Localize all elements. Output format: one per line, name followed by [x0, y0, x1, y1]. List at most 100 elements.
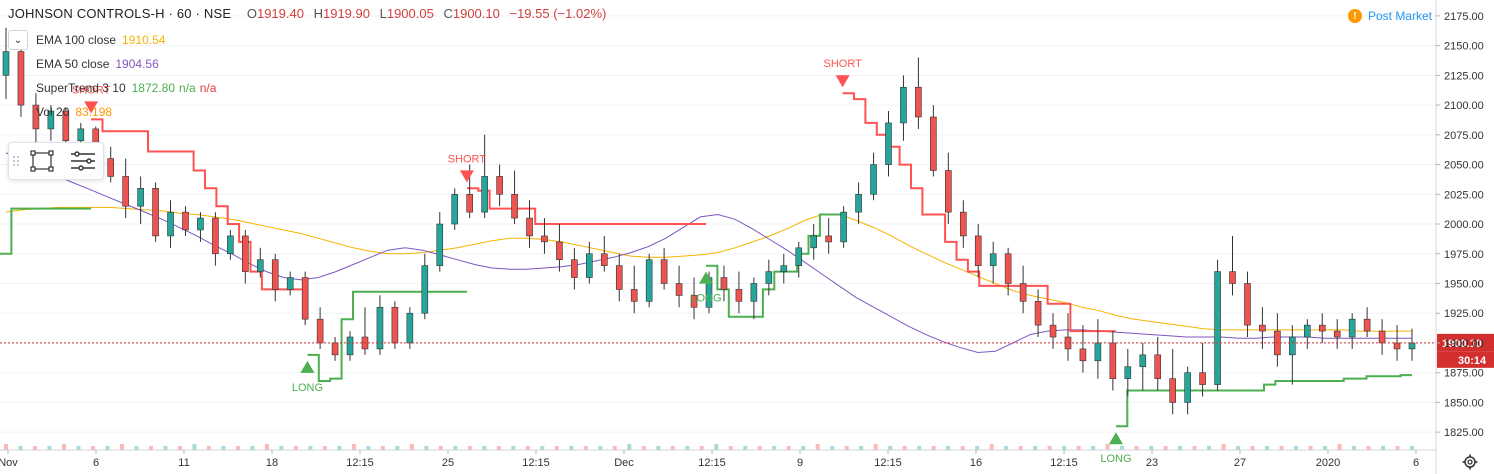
volume-bar	[612, 446, 617, 450]
candle	[900, 75, 907, 141]
candle-body	[855, 193, 862, 213]
candle-body	[870, 164, 877, 195]
volume-bar	[206, 446, 211, 450]
long-signal-label: LONG	[292, 382, 323, 394]
volume-bar	[1221, 444, 1226, 450]
candle-body	[1363, 318, 1371, 332]
volume-bar	[438, 446, 443, 450]
volume-bar	[1337, 444, 1342, 450]
candle	[286, 271, 294, 296]
gear-icon[interactable]	[1462, 454, 1478, 470]
symbol-title[interactable]: JOHNSON CONTROLS-H · 60 · NSE	[8, 6, 232, 21]
volume-bar	[1120, 446, 1125, 450]
candle	[615, 253, 623, 302]
candle	[1348, 313, 1356, 349]
candle-body	[331, 342, 339, 356]
indicator-label: Vol 20	[36, 105, 70, 119]
time-tick-label: Nov	[0, 457, 18, 469]
post-market-indicator[interactable]: ! Post Market	[1347, 9, 1432, 23]
candle-body	[645, 259, 653, 302]
volume-bar	[728, 446, 733, 450]
short-arrow-icon	[459, 170, 474, 183]
long-arrow-icon	[1108, 432, 1123, 445]
candle	[122, 158, 129, 219]
indicator-supertrend[interactable]: SuperTrend 3 10 1872.80 n/a n/a	[36, 81, 222, 95]
candle	[1079, 325, 1087, 373]
volume-bar	[453, 446, 458, 450]
indicator-label: EMA 50 close	[36, 57, 110, 71]
candle	[137, 176, 144, 225]
candle	[915, 57, 922, 129]
volume-bar	[583, 446, 588, 450]
candle-body	[885, 122, 892, 165]
volume-bar	[873, 444, 878, 450]
candle	[1184, 366, 1191, 415]
time-tick-label: 12:15	[522, 457, 550, 469]
volume-bar	[1076, 446, 1081, 450]
volume-bar	[380, 446, 385, 450]
price-tick-label: 2025.00	[1444, 189, 1484, 201]
close-value: 1900.10	[452, 6, 500, 21]
candle-body	[840, 211, 847, 243]
candle-body	[690, 295, 698, 308]
drag-handle-icon[interactable]	[13, 156, 19, 166]
volume-bar	[1163, 446, 1168, 450]
volume-bar	[757, 446, 762, 450]
candle-body	[1154, 354, 1162, 379]
candle-body	[406, 312, 414, 344]
candle-body	[541, 235, 548, 243]
volume-bar	[830, 446, 835, 450]
time-axis[interactable]: Nov 6 11 18 12:15 25 12:15 Dec 12:15 9 12:15 16 12:1…	[0, 449, 1436, 469]
volume-bar	[1105, 444, 1110, 450]
low-value: 1900.05	[386, 6, 434, 21]
price-axis[interactable]: 2175.00 2150.00 2125.00 2100.00 2075.00 2050.…	[1435, 0, 1484, 474]
settings-list-icon[interactable]	[71, 151, 95, 171]
volume-bar	[1149, 446, 1154, 450]
candle-body	[1169, 378, 1176, 403]
supertrend-segment	[1115, 374, 1412, 428]
collapse-indicators-button[interactable]: ⌄	[8, 30, 28, 50]
candle-body	[586, 253, 593, 278]
rectangle-tool-icon[interactable]	[30, 150, 54, 172]
candle-body	[212, 217, 219, 255]
candle-body	[496, 176, 503, 195]
signal-markers: SHORT LONG SHORT LONG SHORT LONG	[72, 58, 1132, 465]
long-arrow-icon	[699, 271, 713, 284]
candle-body	[227, 235, 234, 255]
volume-bar	[1192, 446, 1197, 450]
indicator-ema50[interactable]: EMA 50 close 1904.56	[36, 57, 165, 71]
candle	[451, 188, 459, 230]
candle-body	[316, 318, 324, 344]
volume-bar	[902, 446, 907, 450]
candle-body	[107, 158, 115, 177]
candle-body	[615, 265, 623, 290]
volume-bar	[554, 446, 559, 450]
candle-body	[765, 271, 773, 284]
time-tick-label: 25	[442, 457, 454, 469]
candle	[1094, 319, 1102, 379]
indicator-volume[interactable]: Vol 20 83.198	[36, 105, 118, 119]
volume-bar	[308, 446, 313, 450]
candle-body	[720, 277, 728, 290]
drawing-toolbox[interactable]	[8, 142, 104, 180]
candle-body	[900, 86, 907, 124]
candle-body	[1019, 283, 1027, 302]
volume-bar	[815, 444, 820, 450]
volume-bar	[1062, 446, 1067, 450]
candle	[660, 247, 668, 290]
candle-body	[795, 247, 803, 266]
candle	[2, 27, 10, 100]
candle	[690, 277, 698, 320]
last-price-tag	[1437, 333, 1494, 352]
candle-body	[1229, 271, 1236, 284]
volume-bar	[1308, 446, 1313, 450]
indicator-ema100[interactable]: EMA 100 close 1910.54	[36, 33, 171, 47]
volume-bar	[786, 446, 791, 450]
volume-bar	[1091, 446, 1096, 450]
indicator-value: 83.198	[75, 105, 113, 119]
volume-bar	[511, 446, 516, 450]
candle-body	[436, 223, 444, 266]
time-tick-label: Dec	[614, 457, 634, 469]
candle	[795, 241, 803, 278]
